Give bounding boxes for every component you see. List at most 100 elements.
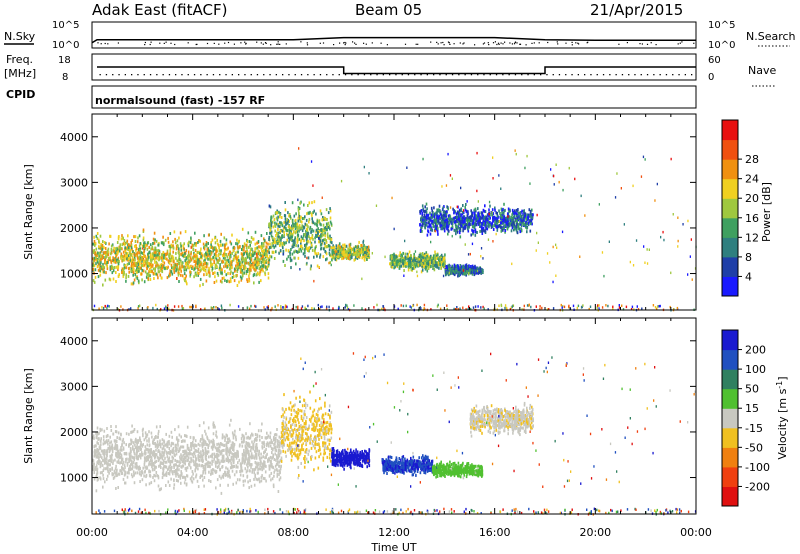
data-cell (154, 249, 157, 253)
data-cell (434, 223, 437, 227)
data-cell (269, 224, 271, 228)
data-cell (223, 246, 226, 250)
data-cell (238, 280, 240, 284)
data-cell (204, 244, 206, 248)
data-cell (435, 227, 437, 231)
data-cell (226, 467, 229, 471)
data-cell (235, 274, 238, 278)
data-cell (233, 246, 236, 250)
data-cell (190, 305, 192, 309)
data-cell (519, 220, 521, 224)
data-cell (248, 240, 251, 243)
data-cell (552, 245, 554, 249)
data-cell (392, 253, 394, 257)
data-cell (432, 265, 435, 269)
data-cell (290, 216, 292, 220)
data-cell (302, 236, 304, 240)
data-cell (189, 256, 192, 260)
data-cell (459, 307, 461, 310)
data-cell (467, 210, 469, 214)
data-cell (293, 250, 295, 254)
nave-point (137, 74, 139, 76)
data-cell (393, 258, 396, 262)
data-cell (282, 249, 285, 253)
data-cell (242, 248, 244, 252)
data-cell (620, 187, 622, 190)
data-cell (522, 214, 525, 218)
data-cell (107, 304, 109, 308)
data-cell (432, 223, 435, 227)
data-cell (346, 250, 348, 254)
data-cell (193, 254, 195, 258)
data-cell (501, 209, 503, 213)
data-cell (434, 218, 437, 222)
nave-point (464, 74, 466, 76)
data-cell (480, 225, 483, 229)
data-cell (413, 263, 416, 267)
data-cell (473, 226, 476, 230)
data-cell (148, 262, 150, 266)
data-cell (198, 258, 200, 261)
data-cell (199, 252, 201, 255)
data-cell (114, 260, 117, 264)
data-cell (223, 250, 226, 253)
data-cell (245, 261, 247, 265)
data-cell (315, 228, 318, 232)
data-cell (496, 228, 499, 232)
data-cell (326, 232, 329, 236)
data-cell (268, 204, 271, 208)
data-cell (344, 253, 346, 257)
data-cell (489, 213, 491, 217)
data-cell (340, 255, 343, 259)
data-cell (260, 255, 262, 259)
data-cell (420, 253, 422, 257)
nsearch-point (270, 44, 272, 46)
data-cell (456, 205, 458, 209)
data-cell (477, 211, 479, 215)
data-cell (321, 228, 324, 232)
data-cell (228, 280, 231, 284)
data-cell (451, 224, 454, 228)
data-cell (474, 207, 477, 211)
data-cell (284, 264, 286, 267)
data-cell (241, 248, 243, 251)
data-cell (440, 253, 443, 257)
data-cell (100, 244, 102, 248)
data-cell (301, 224, 303, 228)
data-cell (473, 215, 476, 219)
data-cell (160, 276, 163, 280)
data-cell (106, 249, 109, 253)
data-cell (515, 208, 518, 212)
data-cell (321, 196, 323, 199)
data-cell (102, 265, 105, 269)
data-cell (187, 266, 189, 270)
data-cell (209, 245, 212, 249)
data-cell (153, 241, 156, 245)
data-cell (481, 270, 484, 274)
data-cell (552, 307, 555, 310)
data-cell (187, 244, 190, 248)
data-cell (115, 247, 117, 251)
data-cell (598, 304, 600, 307)
data-cell (113, 266, 116, 269)
data-cell (136, 275, 138, 279)
data-cell (157, 255, 160, 259)
data-cell (427, 259, 429, 263)
data-cell (327, 225, 330, 229)
data-cell (391, 255, 394, 259)
data-cell (327, 236, 329, 240)
data-cell (204, 265, 206, 269)
data-cell (477, 200, 479, 203)
data-cell (331, 258, 333, 262)
data-cell (307, 304, 309, 308)
data-cell (269, 228, 272, 232)
data-cell (127, 254, 130, 258)
data-cell (157, 243, 160, 247)
data-cell (317, 252, 319, 256)
data-cell (131, 265, 133, 269)
data-cell (166, 251, 169, 255)
data-cell (277, 228, 279, 231)
data-cell (99, 267, 101, 271)
data-cell (433, 215, 436, 219)
data-cell (203, 268, 205, 272)
